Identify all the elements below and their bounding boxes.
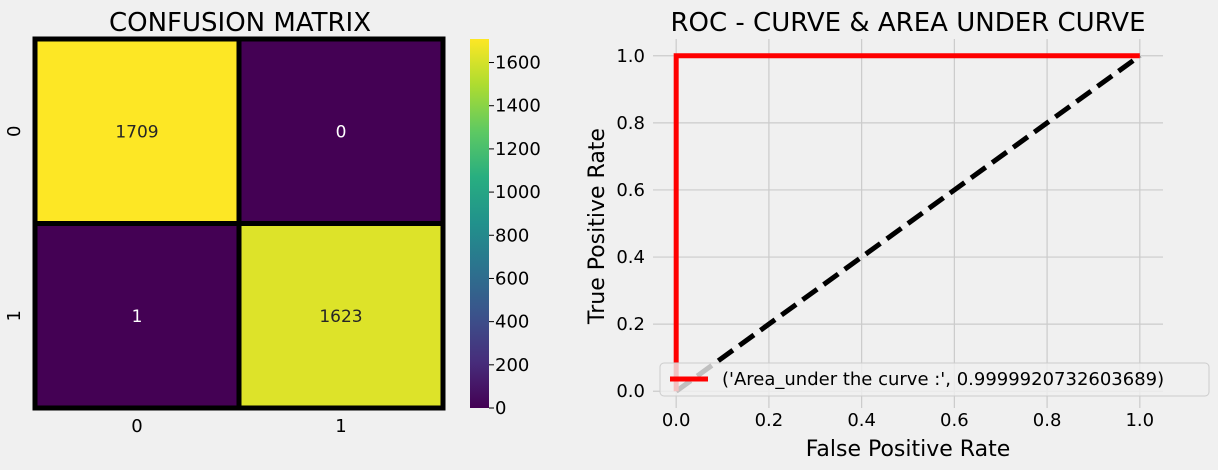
colorbar-tick-label: 200: [495, 355, 529, 376]
y-tick-label: 0.8: [616, 113, 645, 134]
heatmap-cell: [32, 36, 242, 226]
x-tick-label: 1.0: [1125, 410, 1154, 431]
roc-tick-labels: 0.0 0.2 0.4 0.6 0.8 1.0 0.0 0.2 0.4 0.6 0.8 1.0: [616, 46, 1154, 431]
legend-box: [659, 362, 1210, 397]
diagonal-reference-line: [674, 53, 1142, 394]
x-tick-label: 0.2: [755, 410, 784, 431]
colorbar-tick-label: 1200: [495, 139, 541, 160]
x-tick-label: 1: [335, 416, 346, 437]
colorbar-tick-label: 0: [495, 398, 506, 419]
x-tick-label: 0.6: [940, 410, 969, 431]
colorbar-tick-label: 1000: [495, 182, 541, 203]
heatmap-tick-labels: 0 1 0 1: [4, 126, 347, 437]
x-axis-label: False Positive Rate: [806, 437, 1010, 462]
x-tick-label: 0.8: [1033, 410, 1062, 431]
legend: ('Area_under the curve :', 0.99999207326…: [659, 362, 1210, 397]
roc-curve-line: [673, 53, 1140, 392]
heatmap-cell: [32, 221, 242, 411]
y-tick-label: 0.4: [616, 247, 645, 268]
roc-title: ROC - CURVE & AREA UNDER CURVE: [670, 8, 1145, 38]
colorbar-tick-label: 1400: [495, 96, 541, 117]
cell-value-label: 0: [336, 122, 347, 142]
roc-series: [673, 53, 1142, 394]
confusion-matrix-panel: CONFUSION MATRIX 1709 0 1 1623 0 1 0 1 0 200 400…: [4, 8, 541, 437]
colorbar-tick-label: 600: [495, 268, 529, 289]
heatmap-cell: [236, 221, 446, 411]
roc-panel: ROC - CURVE & AREA UNDER CURVE 0.0 0.2 0.4…: [585, 8, 1210, 462]
x-tick-label: 0: [131, 416, 142, 437]
y-tick-label: 0.2: [616, 314, 645, 335]
confusion-matrix-title: CONFUSION MATRIX: [109, 8, 371, 38]
y-tick-label: 1.0: [616, 46, 645, 67]
y-tick-label: 0.6: [616, 180, 645, 201]
cell-value-label: 1: [132, 307, 143, 327]
y-tick-label: 0: [4, 126, 25, 137]
colorbar-tick-label: 1600: [495, 53, 541, 74]
colorbar: [470, 39, 489, 408]
cell-value-label: 1623: [319, 307, 362, 327]
colorbar-ticks: 0 200 400 600 800 1000 1200 1400 1600: [489, 53, 541, 419]
y-tick-label: 1: [4, 310, 25, 321]
x-tick-label: 0.0: [662, 410, 691, 431]
colorbar-tick-label: 400: [495, 312, 529, 333]
legend-label: ('Area_under the curve :', 0.99999207326…: [722, 369, 1164, 390]
x-tick-label: 0.4: [847, 410, 876, 431]
heatmap-cell: [236, 36, 446, 226]
cell-value-label: 1709: [115, 122, 158, 142]
heatmap-cells: 1709 0 1 1623: [32, 36, 446, 411]
y-axis-label: True Positive Rate: [585, 128, 610, 325]
y-tick-label: 0.0: [616, 381, 645, 402]
colorbar-tick-label: 800: [495, 225, 529, 246]
